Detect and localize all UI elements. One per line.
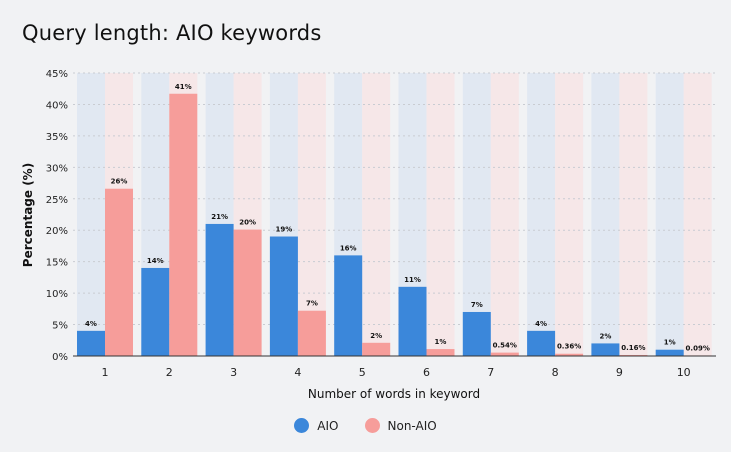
legend-item-non-aio[interactable]: Non-AIO <box>364 418 437 433</box>
bar-data-label: 0.16% <box>621 344 645 352</box>
bar-non-aio <box>555 353 584 356</box>
bar-non-aio <box>297 310 326 356</box>
bar-aio <box>527 330 556 356</box>
background-band <box>655 73 684 356</box>
background-band <box>77 73 105 356</box>
bar-data-label: 7% <box>471 301 483 309</box>
x-tick-label: 7 <box>487 366 494 379</box>
y-tick-label: 0% <box>52 352 68 363</box>
bar-aio <box>398 286 427 356</box>
bar-data-label: 21% <box>211 213 228 221</box>
x-axis-label: Number of words in keyword <box>308 387 480 401</box>
x-tick-label: 4 <box>294 366 301 379</box>
x-tick-label: 5 <box>359 366 366 379</box>
bar-data-label: 0.54% <box>493 342 517 350</box>
y-tick-label: 15% <box>46 258 68 269</box>
bar-data-label: 0.36% <box>557 343 581 351</box>
y-tick-label: 45% <box>46 69 68 80</box>
chart-legend: AIO Non-AIO <box>0 418 731 433</box>
background-band <box>362 73 391 356</box>
background-band <box>527 73 556 356</box>
bar-data-label: 0.09% <box>686 344 710 352</box>
bar-aio <box>591 343 620 356</box>
bar-non-aio <box>233 229 262 356</box>
bar-aio <box>334 255 363 356</box>
bar-data-label: 26% <box>111 178 128 186</box>
bar-aio <box>77 330 105 356</box>
bar-data-label: 14% <box>147 257 164 265</box>
x-tick-label: 2 <box>166 366 173 379</box>
y-axis-label: Percentage (%) <box>21 163 35 267</box>
bar-non-aio <box>490 352 519 356</box>
background-band <box>297 73 326 356</box>
bar-data-label: 16% <box>340 244 357 252</box>
legend-label-non-aio: Non-AIO <box>387 418 437 433</box>
legend-label-aio: AIO <box>317 418 339 433</box>
x-tick-label: 9 <box>616 366 623 379</box>
bar-data-label: 20% <box>239 219 256 227</box>
y-tick-label: 10% <box>46 289 68 300</box>
background-band <box>426 73 455 356</box>
y-tick-label: 35% <box>46 132 68 143</box>
legend-swatch-non-aio <box>364 418 380 433</box>
bar-non-aio <box>362 342 391 356</box>
y-tick-label: 5% <box>52 321 68 332</box>
bar-aio <box>141 267 170 356</box>
x-tick-label: 8 <box>552 366 559 379</box>
bar-non-aio <box>169 93 198 357</box>
bar-aio <box>269 236 298 356</box>
bar-data-label: 41% <box>175 83 192 91</box>
bar-data-label: 4% <box>85 320 97 328</box>
x-tick-label: 10 <box>677 366 691 379</box>
bar-data-label: 11% <box>404 276 421 284</box>
background-band <box>683 73 712 356</box>
chart-title: Query length: AIO keywords <box>22 21 322 45</box>
y-tick-label: 40% <box>46 100 68 111</box>
x-tick-label: 6 <box>423 366 430 379</box>
bar-non-aio <box>619 354 648 356</box>
background-band <box>619 73 648 356</box>
bar-data-label: 2% <box>599 332 611 340</box>
background-band <box>462 73 491 356</box>
x-tick-label: 3 <box>230 366 237 379</box>
y-tick-label: 20% <box>46 226 68 237</box>
bar-data-label: 1% <box>435 338 447 346</box>
legend-item-aio[interactable]: AIO <box>294 418 339 433</box>
bar-aio <box>462 311 491 356</box>
legend-swatch-aio <box>294 418 310 433</box>
background-band <box>490 73 519 356</box>
bar-aio <box>205 223 234 356</box>
bar-data-label: 4% <box>535 320 547 328</box>
bar-data-label: 19% <box>276 226 293 234</box>
background-band <box>555 73 584 356</box>
bar-data-label: 7% <box>306 300 318 308</box>
bar-non-aio <box>426 349 455 356</box>
bar-aio <box>655 349 684 356</box>
y-tick-label: 30% <box>46 163 68 174</box>
background-band <box>591 73 620 356</box>
bar-data-label: 2% <box>370 332 382 340</box>
bar-data-label: 1% <box>664 339 676 347</box>
x-tick-label: 1 <box>102 366 109 379</box>
y-tick-label: 25% <box>46 195 68 206</box>
bar-non-aio <box>105 188 133 356</box>
